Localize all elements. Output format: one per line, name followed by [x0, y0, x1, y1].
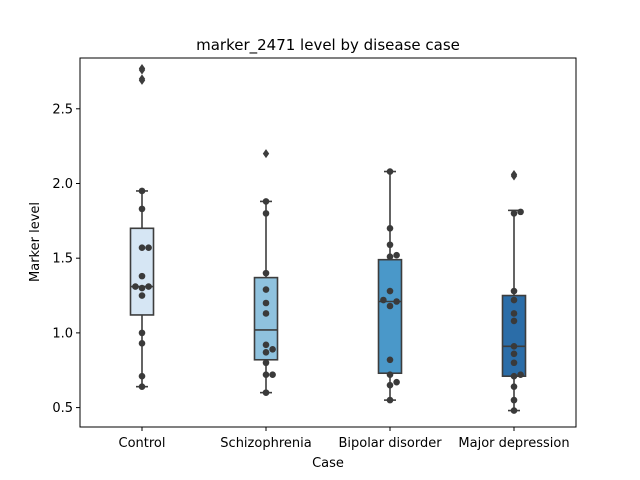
data-point	[386, 287, 394, 295]
data-point	[138, 292, 146, 299]
data-point	[262, 210, 270, 217]
data-point	[386, 381, 394, 389]
data-point	[262, 198, 270, 205]
outlier-marker	[138, 65, 146, 75]
data-point	[510, 359, 518, 367]
data-point	[510, 350, 518, 358]
data-point	[262, 359, 270, 367]
data-point	[386, 302, 394, 310]
data-point	[138, 205, 146, 213]
data-point	[262, 310, 270, 317]
data-point	[262, 371, 270, 379]
box-iqr	[129, 227, 155, 316]
data-point	[510, 372, 518, 380]
data-point	[380, 296, 387, 304]
x-tick-label: Major depression	[458, 436, 569, 451]
data-point	[138, 244, 146, 252]
data-point	[393, 251, 400, 259]
data-point	[386, 168, 394, 175]
data-point	[138, 329, 146, 337]
data-point	[145, 244, 152, 252]
data-point	[510, 383, 518, 390]
data-point	[262, 286, 270, 293]
data-point	[386, 371, 394, 379]
data-point	[510, 210, 518, 217]
data-point	[262, 389, 270, 396]
data-point	[510, 407, 518, 414]
box-iqr	[377, 258, 403, 375]
data-point	[510, 310, 518, 317]
data-point	[517, 371, 524, 379]
data-point	[386, 396, 394, 404]
data-point	[145, 283, 152, 290]
data-point	[269, 371, 276, 379]
y-tick-label: 1.5	[52, 252, 73, 267]
x-tick-label: Control	[119, 436, 166, 451]
x-tick-label: Bipolar disorder	[338, 436, 442, 451]
data-point	[386, 356, 394, 364]
data-point	[510, 287, 518, 295]
y-tick-label: 2.0	[52, 177, 73, 192]
outlier-marker	[510, 170, 518, 180]
axes-frame	[79, 57, 577, 428]
data-point	[393, 298, 400, 305]
data-point	[132, 283, 139, 290]
data-point	[262, 269, 270, 277]
data-point	[386, 225, 394, 232]
data-point	[262, 299, 270, 307]
y-axis-label: Marker level	[28, 202, 43, 282]
data-point	[517, 208, 524, 216]
data-point	[138, 383, 146, 390]
data-point	[510, 317, 518, 325]
data-point	[138, 187, 146, 195]
outlier-marker	[138, 74, 146, 84]
data-point	[269, 346, 276, 353]
data-point	[386, 241, 394, 249]
plot-area: 0.5 1.0 1.5 2.0 2.5 Control Schizophrenia Bipol…	[52, 63, 570, 451]
data-point	[138, 284, 146, 292]
data-point	[262, 349, 270, 356]
x-axis-label: Case	[312, 456, 344, 471]
chart-title: marker_2471 level by disease case	[196, 36, 460, 55]
y-tick-label: 1.0	[52, 326, 73, 341]
data-point	[510, 343, 518, 350]
data-point	[138, 272, 146, 280]
data-point	[510, 296, 518, 304]
x-tick-label: Schizophrenia	[220, 436, 311, 451]
data-point	[510, 396, 518, 404]
y-tick-label: 2.5	[52, 102, 73, 117]
data-point	[262, 341, 270, 349]
y-tick-label: 0.5	[52, 401, 73, 416]
data-point	[386, 253, 394, 260]
data-point	[138, 372, 146, 380]
outlier-marker	[262, 149, 270, 159]
data-point	[138, 340, 146, 347]
data-point	[393, 378, 400, 386]
